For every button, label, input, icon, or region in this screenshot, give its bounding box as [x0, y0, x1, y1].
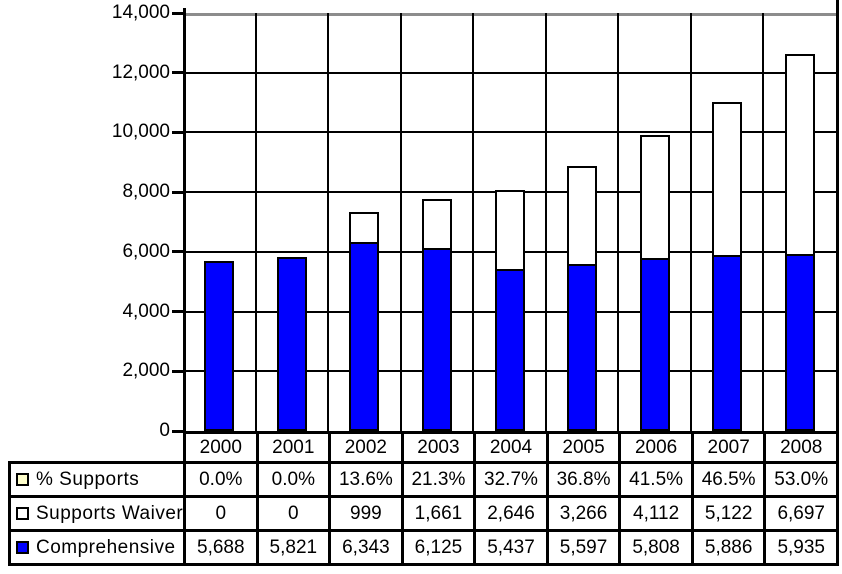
value-cell-supports-2008: 53.0%	[763, 461, 839, 498]
y-axis-label-4000: 4,000	[122, 300, 170, 322]
value-cell-supports-waiver-2001: 0	[255, 495, 332, 532]
gridline-v-4	[472, 13, 475, 431]
year-cell-2000: 2000	[183, 431, 259, 464]
legend-swatch-comprehensive-icon	[16, 541, 29, 554]
value-cell-supports-2000: 0.0%	[183, 461, 259, 498]
year-cell-2002: 2002	[328, 431, 404, 464]
value-cell-comprehensive-2005: 5,597	[545, 529, 622, 566]
value-cell-comprehensive-2003: 6,125	[400, 529, 477, 566]
gridline-v-5	[544, 13, 547, 431]
bar-2003-supports-waiver	[421, 198, 452, 251]
value-cell-comprehensive-2002: 6,343	[328, 529, 404, 566]
legend-label-supports-waiver: Supports Waiver	[36, 502, 183, 524]
y-tick-14000	[172, 11, 183, 15]
y-tick-0	[172, 429, 183, 433]
gridline-h-10000	[183, 131, 836, 134]
gridline-v-7	[689, 13, 692, 431]
y-tick-6000	[172, 250, 183, 254]
y-tick-12000	[172, 71, 183, 75]
value-cell-supports-2003: 21.3%	[400, 461, 477, 498]
value-cell-comprehensive-2001: 5,821	[255, 529, 332, 566]
y-tick-8000	[172, 190, 183, 194]
plot-top-border	[186, 13, 836, 16]
value-cell-comprehensive-2007: 5,886	[690, 529, 767, 566]
y-tick-4000	[172, 310, 183, 314]
y-axis-label-12000: 12,000	[111, 61, 170, 83]
bar-2004-supports-waiver	[494, 189, 525, 271]
value-cell-comprehensive-2006: 5,808	[618, 529, 694, 566]
bar-2008-supports-waiver	[784, 53, 815, 256]
plot-area	[183, 13, 836, 431]
value-cell-supports-waiver-2003: 1,661	[400, 495, 477, 532]
bar-2001-comprehensive	[276, 257, 307, 431]
year-cell-2001: 2001	[255, 431, 332, 464]
value-cell-supports-2006: 41.5%	[618, 461, 694, 498]
y-tick-10000	[172, 130, 183, 134]
legend-swatch-supports-icon	[16, 473, 29, 486]
bar-2007-comprehensive	[712, 255, 743, 431]
legend-cell-comprehensive: Comprehensive	[8, 529, 186, 566]
y-axis-label-6000: 6,000	[122, 240, 170, 262]
gridline-v-1	[254, 13, 257, 431]
value-cell-comprehensive-2004: 5,437	[473, 529, 549, 566]
value-cell-supports-2004: 32.7%	[473, 461, 549, 498]
bar-2002-supports-waiver	[349, 211, 380, 244]
legend-label-supports: % Supports	[36, 468, 140, 490]
y-axis-label-2000: 2,000	[122, 360, 170, 382]
value-cell-comprehensive-2000: 5,688	[183, 529, 259, 566]
value-cell-supports-2007: 46.5%	[690, 461, 767, 498]
legend-cell-supports-waiver: Supports Waiver	[8, 495, 186, 532]
y-axis-label-0: 0	[159, 420, 170, 441]
value-cell-supports-2001: 0.0%	[255, 461, 332, 498]
value-cell-supports-waiver-2006: 4,112	[618, 495, 694, 532]
value-cell-supports-waiver-2002: 999	[328, 495, 404, 532]
value-cell-supports-waiver-2005: 3,266	[545, 495, 622, 532]
y-axis-label-8000: 8,000	[122, 181, 170, 203]
value-cell-supports-waiver-2000: 0	[183, 495, 259, 532]
value-cell-supports-2002: 13.6%	[328, 461, 404, 498]
gridline-v-2	[327, 13, 330, 431]
value-cell-supports-waiver-2007: 5,122	[690, 495, 767, 532]
year-cell-2006: 2006	[618, 431, 694, 464]
y-axis-line	[183, 8, 186, 431]
plot-right-border	[836, 0, 839, 434]
gridline-v-6	[617, 13, 620, 431]
year-cell-2007: 2007	[690, 431, 767, 464]
year-cell-2008: 2008	[763, 431, 839, 464]
bar-2005-supports-waiver	[567, 166, 598, 266]
gridline-v-3	[399, 13, 402, 431]
year-cell-2004: 2004	[473, 431, 549, 464]
legend-swatch-supports-waiver-icon	[16, 507, 29, 520]
y-axis-label-14000: 14,000	[111, 2, 170, 23]
bar-2002-comprehensive	[349, 241, 380, 431]
y-axis-label-10000: 10,000	[111, 121, 170, 143]
bar-2005-comprehensive	[567, 263, 598, 431]
bar-2006-supports-waiver	[639, 134, 670, 260]
legend-cell-supports: % Supports	[8, 461, 186, 498]
bar-2000-comprehensive	[204, 261, 235, 431]
bar-2007-supports-waiver	[712, 102, 743, 258]
value-cell-supports-waiver-2004: 2,646	[473, 495, 549, 532]
year-cell-2003: 2003	[400, 431, 477, 464]
value-cell-supports-waiver-2008: 6,697	[763, 495, 839, 532]
value-cell-supports-2005: 36.8%	[545, 461, 622, 498]
y-tick-2000	[172, 369, 183, 373]
bar-2006-comprehensive	[639, 257, 670, 431]
legend-label-comprehensive: Comprehensive	[36, 536, 176, 558]
gridline-v-8	[762, 13, 765, 431]
year-cell-2005: 2005	[545, 431, 622, 464]
gridline-h-12000	[183, 71, 836, 74]
value-cell-comprehensive-2008: 5,935	[763, 529, 839, 566]
